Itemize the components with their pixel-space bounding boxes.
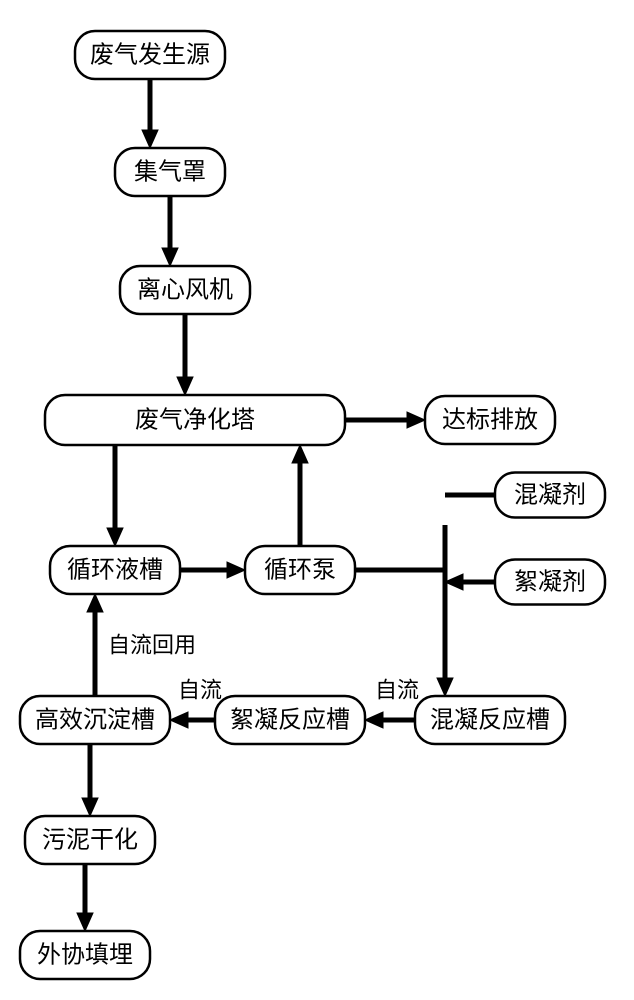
node-emit: 达标排放: [425, 396, 555, 444]
node-label-dry: 污泥干化: [42, 827, 138, 854]
arrowhead-pump-coagR: [437, 678, 453, 696]
arrowhead-fan-tower: [177, 377, 193, 395]
node-flocR: 絮凝反应槽: [215, 696, 365, 744]
edges-layer: 自流 自流 自流回用: [77, 79, 495, 931]
arrowhead-pump-tower: [292, 445, 308, 463]
edge-label-sett-tank: 自流回用: [108, 633, 196, 658]
node-label-land: 外协填埋: [37, 942, 133, 969]
node-label-coagR: 混凝反应槽: [430, 707, 550, 734]
node-coag: 混凝剂: [495, 473, 605, 518]
arrowhead-tower-tank: [107, 528, 123, 546]
node-label-src: 废气发生源: [90, 42, 210, 69]
edge-pump-coagR: [355, 525, 445, 685]
arrowhead-hood-fan: [162, 248, 178, 266]
node-label-tower: 废气净化塔: [135, 407, 255, 434]
arrowhead-flocR-sett: [170, 712, 188, 728]
node-tower: 废气净化塔: [45, 395, 345, 445]
node-src: 废气发生源: [75, 31, 225, 79]
node-label-emit: 达标排放: [442, 407, 538, 434]
arrowhead-src-hood: [142, 130, 158, 148]
node-dry: 污泥干化: [25, 816, 155, 864]
arrowhead-sett-tank: [87, 594, 103, 612]
arrowhead-coagR-flocR: [365, 712, 383, 728]
node-hood: 集气罩: [115, 148, 225, 196]
node-label-flocR: 絮凝反应槽: [230, 707, 350, 734]
nodes-layer: 废气发生源集气罩离心风机废气净化塔 达标排放混凝剂循环液槽 循环泵 絮凝剂高效沉淀槽 絮…: [20, 31, 605, 979]
arrowhead-tower-emit: [407, 412, 425, 428]
edge-label-coagR-flocR: 自流: [375, 678, 419, 703]
node-land: 外协填埋: [20, 931, 150, 979]
node-label-sett: 高效沉淀槽: [35, 707, 155, 734]
edge-label-flocR-sett: 自流: [178, 678, 222, 703]
node-tank: 循环液槽: [50, 546, 180, 594]
flowchart-diagram: 自流自流自流回用废气发生源集气罩离心风机废气净化塔达标排放混凝剂循环液槽循环泵絮…: [0, 0, 634, 1000]
node-label-coag: 混凝剂: [514, 482, 586, 509]
arrowhead-tank-pump: [227, 562, 245, 578]
arrowhead-floc-in: [445, 574, 463, 590]
node-pump: 循环泵: [245, 546, 355, 594]
node-label-tank: 循环液槽: [67, 557, 163, 584]
node-label-hood: 集气罩: [134, 159, 206, 186]
arrowhead-sett-dry: [82, 798, 98, 816]
node-label-floc: 絮凝剂: [514, 569, 586, 596]
node-fan: 离心风机: [120, 266, 250, 314]
node-label-pump: 循环泵: [264, 557, 336, 584]
node-floc: 絮凝剂: [495, 560, 605, 605]
node-coagR: 混凝反应槽: [415, 696, 565, 744]
node-label-fan: 离心风机: [137, 277, 233, 304]
arrowhead-dry-land: [77, 913, 93, 931]
node-sett: 高效沉淀槽: [20, 696, 170, 744]
